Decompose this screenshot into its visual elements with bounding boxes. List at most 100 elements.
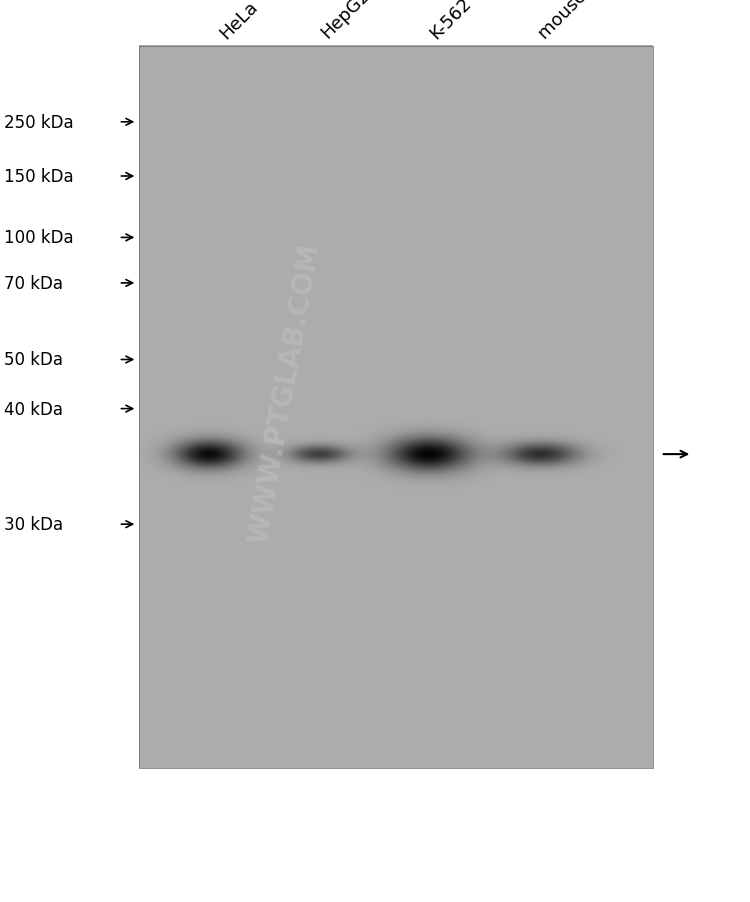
Bar [139,588,652,591]
Text: mouse testis: mouse testis [535,0,629,42]
Bar [139,382,652,383]
Bar [139,718,652,721]
Bar [139,187,652,189]
Bar [139,69,652,71]
Bar [139,600,652,603]
Bar [139,415,652,418]
Bar [139,78,652,80]
Bar [139,389,652,391]
Bar [139,538,652,540]
Bar [139,658,652,660]
Bar [139,256,652,259]
Bar [139,408,652,410]
Bar [139,362,652,364]
Bar [139,535,652,538]
Bar [139,309,652,311]
Bar [139,725,652,728]
Bar [139,198,652,201]
Bar [139,51,652,54]
Bar [139,555,652,557]
Bar [139,499,652,502]
Text: 250 kDa: 250 kDa [4,114,74,132]
Bar [139,667,652,670]
Bar [139,497,652,499]
Bar [139,338,652,340]
Bar [139,266,652,268]
Bar [139,559,652,562]
Bar [139,403,652,405]
Bar [139,47,652,769]
Bar [139,548,652,549]
Bar [139,429,652,432]
Bar [139,268,652,271]
Text: WWW.PTGLAB.COM: WWW.PTGLAB.COM [244,241,326,546]
Text: 150 kDa: 150 kDa [4,168,74,186]
Text: HepG2: HepG2 [317,0,374,42]
Bar [139,552,652,555]
Bar [139,230,652,232]
Bar [139,124,652,126]
Bar [139,143,652,145]
Bar [139,138,652,141]
Bar [139,689,652,692]
Bar [139,571,652,574]
Bar [139,461,652,463]
Bar [139,437,652,439]
Bar [139,263,652,266]
Bar [139,754,652,757]
Bar [139,629,652,631]
Bar [139,50,652,51]
Bar [139,696,652,699]
Bar [139,350,652,353]
Bar [139,73,652,76]
Bar [139,458,652,461]
Bar [139,170,652,172]
Bar [139,122,652,124]
Bar [139,740,652,742]
Bar [139,116,652,119]
Bar [139,158,652,160]
Bar [139,595,652,598]
Bar [139,605,652,607]
Bar [139,314,652,317]
Bar [139,271,652,273]
Bar [139,742,652,744]
Bar [139,102,652,105]
Bar [139,246,652,249]
Bar [139,227,652,230]
Bar [139,281,652,282]
Bar [139,721,652,723]
Bar [139,196,652,198]
Bar [139,83,652,86]
Bar [139,340,652,343]
Bar [139,764,652,766]
Bar [139,511,652,513]
Bar [139,427,652,429]
Bar [139,545,652,548]
Bar [139,656,652,658]
Bar [139,292,652,295]
Bar [139,612,652,614]
Bar [139,607,652,610]
Bar [139,167,652,170]
Bar [139,578,652,581]
Bar [139,160,652,162]
Text: 40 kDa: 40 kDa [4,400,63,419]
Bar [139,133,652,136]
Bar [139,581,652,584]
Bar [139,61,652,64]
Bar [139,562,652,564]
Bar [139,57,652,59]
Bar [139,737,652,740]
Bar [139,194,652,196]
Bar [139,59,652,61]
Bar [139,475,652,477]
Bar [139,759,652,761]
Bar [139,100,652,102]
Bar [139,523,652,526]
Bar [139,634,652,636]
Bar [139,557,652,559]
Bar [139,620,652,621]
Bar [139,448,652,451]
Bar [139,477,652,480]
